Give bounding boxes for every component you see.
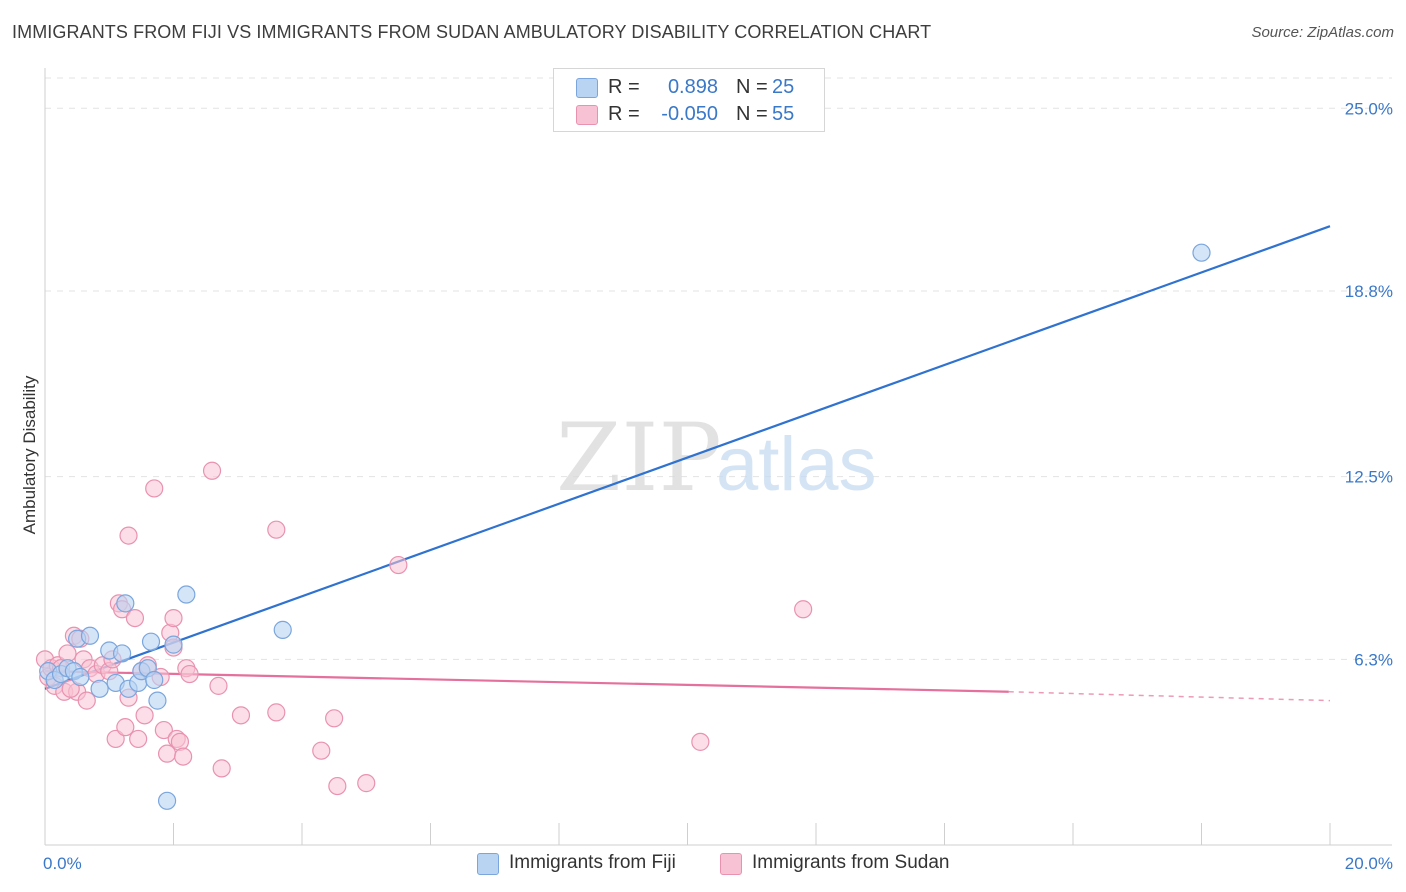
data-point-fiji [71,667,90,687]
data-point-sudan [135,706,154,725]
data-point-sudan [209,676,228,695]
trend-line-sudan [44,670,1009,693]
legend-r-label: R = [608,76,640,98]
legend-n-value-fiji: 25 [772,76,795,98]
watermark: ZIP atlas [556,404,877,513]
legend-label-fiji: Immigrants from Fiji [509,852,676,873]
data-point-fiji [141,632,161,651]
series-legend: Immigrants from Fiji Immigrants from Sud… [0,852,1406,878]
trend-line-sudan-extension [1008,691,1331,702]
data-point-sudan [691,732,710,751]
legend-n-label: N = [736,103,768,125]
data-point-fiji [80,626,100,645]
legend-r-value-sudan: -0.050 [661,103,718,125]
data-point-sudan [119,526,138,545]
data-point-sudan [328,776,347,796]
data-point-sudan [164,608,183,628]
legend-n-value-sudan: 55 [772,103,795,125]
data-point-sudan [145,479,164,498]
trend-lines [44,225,1331,702]
data-point-sudan [212,759,231,778]
data-point-sudan [202,461,222,480]
data-point-sudan [154,720,173,740]
axes [44,68,1392,846]
data-point-sudan [61,679,80,698]
legend-swatch-fiji [576,78,598,98]
legend-n-label: N = [736,76,768,98]
data-point-sudan [77,691,96,710]
y-axis-label: Ambulatory Disability [20,375,39,534]
y-tick-label: 18.8% [1345,282,1393,301]
y-tick-label: 6.3% [1354,650,1393,669]
data-point-sudan [174,747,193,766]
data-point-sudan [794,600,813,619]
data-point-sudan [389,555,408,575]
legend-r-value-fiji: 0.898 [667,76,718,98]
data-point-fiji [177,585,196,604]
tick-labels: 6.3% 12.5% 18.8% 25.0% 0.0% 20.0% [43,99,1393,873]
data-point-fiji [164,635,183,654]
data-point-fiji [145,670,164,690]
data-point-sudan [357,774,376,793]
data-point-sudan [170,732,190,751]
data-point-sudan [267,703,286,722]
chart-title: IMMIGRANTS FROM FIJI VS IMMIGRANTS FROM … [12,22,932,42]
data-point-fiji [1192,243,1211,262]
data-point-fiji [157,791,177,810]
legend-label-sudan: Immigrants from Sudan [752,852,950,873]
correlation-legend: R = 0.898 N = 25 R = -0.050 N = 55 [553,68,825,132]
source-label: Source: ZipAtlas.com [1251,24,1394,41]
data-point-fiji [112,644,132,663]
data-point-sudan [106,729,125,749]
x-tick-label-max: 20.0% [1345,854,1393,873]
y-tick-label: 25.0% [1345,99,1393,118]
data-point-fiji [273,620,292,639]
data-point-fiji [148,691,167,710]
data-point-sudan [231,706,251,725]
data-point-sudan [312,741,331,760]
y-tick-label: 12.5% [1345,468,1393,487]
legend-swatch-sudan [720,853,742,875]
x-tick-label-min: 0.0% [43,854,82,873]
data-point-sudan [129,729,148,749]
trend-line-fiji [44,225,1331,690]
data-point-fiji [90,679,109,698]
data-point-sudan [325,709,344,728]
series-fiji-points [39,243,1211,810]
legend-swatch-fiji [477,853,499,875]
legend-swatch-sudan [576,105,598,125]
legend-r-label: R = [608,103,640,125]
data-point-fiji [116,594,135,613]
data-point-sudan [125,608,145,628]
data-point-sudan [267,520,286,539]
data-point-sudan [180,664,199,684]
grid-lines [45,77,1392,660]
watermark-atlas: atlas [716,422,877,507]
data-point-sudan [116,718,135,737]
